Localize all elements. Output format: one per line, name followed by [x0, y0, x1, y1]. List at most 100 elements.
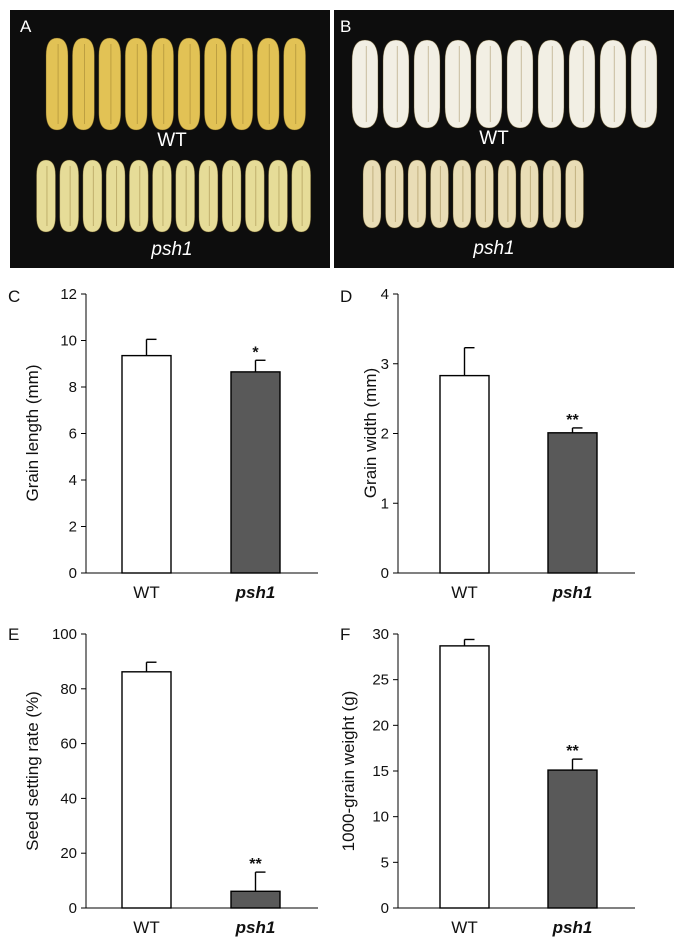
wt-seed-b — [599, 39, 627, 129]
x-category-label: WT — [451, 918, 477, 937]
psh1-seed-b — [362, 159, 382, 229]
y-tick-label: 40 — [60, 790, 77, 807]
wt-seed-a — [72, 37, 95, 131]
chart-e: E 0 20 40 60 80 100 Seed setting rate (%) WT ** ps… — [8, 625, 318, 937]
y-tick-label: 25 — [372, 672, 389, 689]
y-tick-label: 60 — [60, 736, 77, 753]
y-axis-label: Grain length (mm) — [23, 365, 42, 502]
wt-seed-a — [45, 37, 69, 131]
psh1-seed-b — [407, 159, 427, 229]
wt-seed-b — [568, 39, 596, 129]
y-tick-label: 2 — [69, 519, 77, 536]
psh1-seed-a — [128, 159, 149, 233]
x-category-label: psh1 — [552, 918, 593, 937]
wt-seed-a — [283, 37, 306, 131]
y-axis-label: 1000-grain weight (g) — [339, 691, 358, 852]
y-tick-label: 0 — [69, 900, 77, 917]
y-tick-label: 5 — [381, 854, 389, 871]
psh1-seed-b — [520, 159, 539, 229]
bar-wt — [439, 374, 490, 574]
panel-letter: D — [340, 287, 352, 306]
bar-psh1 — [547, 769, 598, 909]
y-tick-label: 12 — [60, 286, 77, 303]
y-tick-label: 20 — [372, 717, 389, 734]
y-tick-label: 4 — [69, 472, 77, 489]
chart-c: C 0 2 4 6 8 10 12 Grain length (mm) WT * psh1 — [8, 286, 318, 602]
psh1-seed-b — [475, 159, 494, 229]
y-tick-label: 6 — [69, 426, 77, 443]
psh1-seed-a — [82, 159, 103, 233]
bar-wt — [121, 671, 172, 909]
significance-marker: ** — [566, 743, 579, 760]
significance-marker: ** — [566, 412, 579, 429]
y-tick-label: 8 — [69, 379, 77, 396]
panel-letter: C — [8, 287, 20, 306]
panel-letter-a: A — [20, 17, 32, 36]
y-tick-label: 1 — [381, 495, 389, 512]
wt-seed-b — [506, 39, 534, 129]
wt-seed-a — [124, 37, 148, 131]
significance-marker: ** — [249, 856, 262, 873]
y-tick-label: 20 — [60, 845, 77, 862]
significance-marker: * — [252, 344, 259, 361]
psh1-seed-a — [59, 159, 80, 233]
psh1-seed-a — [36, 159, 56, 233]
psh1-seed-a — [291, 159, 312, 233]
wt-seed-a — [177, 37, 201, 131]
y-tick-label: 3 — [381, 356, 389, 373]
photo-b-wt-label: WT — [479, 128, 509, 149]
bar-psh1 — [230, 371, 281, 574]
photo-b-psh1-label: psh1 — [472, 238, 514, 259]
psh1-seed-b — [430, 159, 449, 229]
psh1-seed-b — [542, 159, 562, 229]
wt-seed-a — [256, 37, 280, 131]
x-category-label: psh1 — [235, 918, 276, 937]
photo-panel-b: B WT psh1 — [334, 10, 674, 268]
y-tick-label: 80 — [60, 681, 77, 698]
psh1-seed-a — [198, 159, 219, 233]
wt-seed-b — [413, 39, 441, 129]
psh1-seed-a — [175, 159, 196, 233]
psh1-seed-a — [244, 159, 265, 233]
y-tick-label: 0 — [381, 565, 389, 582]
photo-panel-a: A WT psh1 — [10, 10, 330, 268]
y-tick-label: 10 — [372, 809, 389, 826]
y-tick-label: 30 — [372, 626, 389, 643]
y-axis-label: Grain width (mm) — [361, 368, 380, 498]
wt-seed-a — [98, 37, 122, 131]
psh1-seed-a — [152, 159, 172, 233]
x-category-label: WT — [133, 583, 159, 602]
panel-letter: F — [340, 625, 350, 644]
panel-letter-b: B — [340, 17, 351, 36]
wt-seed-a — [204, 37, 227, 131]
y-tick-label: 100 — [52, 626, 77, 643]
x-category-label: psh1 — [235, 583, 276, 602]
x-category-label: psh1 — [552, 583, 593, 602]
chart-f: F 0 5 10 15 20 25 30 1000-grain weight (g) WT ** ps… — [339, 625, 635, 937]
seed-photo-b: B WT psh1 — [340, 17, 658, 259]
y-tick-label: 2 — [381, 426, 389, 443]
psh1-seed-a — [268, 159, 288, 233]
wt-seed-b — [537, 39, 565, 129]
wt-seed-b — [351, 39, 379, 129]
y-tick-label: 0 — [69, 565, 77, 582]
psh1-seed-b — [497, 159, 517, 229]
bar-wt — [121, 354, 172, 574]
photo-a-psh1-label: psh1 — [150, 239, 192, 260]
wt-seed-b — [444, 39, 472, 129]
wt-seed-b — [475, 39, 503, 129]
wt-seed-b — [382, 39, 410, 129]
y-tick-label: 0 — [381, 900, 389, 917]
chart-d: D 0 1 2 3 4 Grain width (mm) WT ** psh1 — [340, 286, 635, 602]
panel-letter: E — [8, 625, 19, 644]
y-tick-label: 10 — [60, 333, 77, 350]
x-category-label: WT — [133, 918, 159, 937]
seed-photo-a: A WT psh1 — [20, 17, 312, 260]
bar-psh1 — [547, 432, 598, 574]
wt-seed-b — [630, 39, 658, 129]
wt-seed-a — [230, 37, 254, 131]
psh1-seed-b — [452, 159, 472, 229]
photo-a-wt-label: WT — [157, 130, 187, 151]
psh1-seed-b — [565, 159, 584, 229]
